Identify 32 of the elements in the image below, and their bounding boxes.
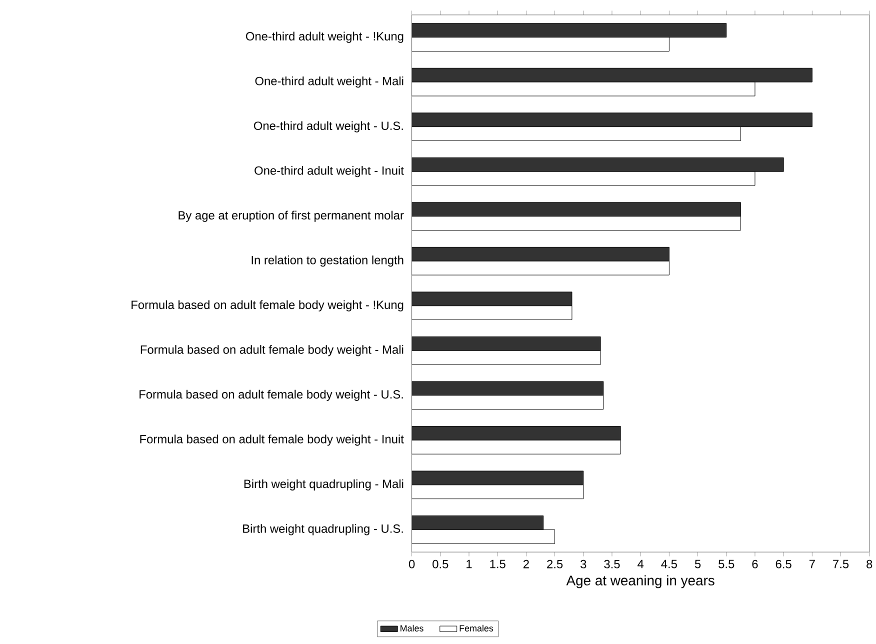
- x-axis-title: Age at weaning in years: [566, 575, 714, 588]
- x-tick-label: 4.5: [661, 560, 677, 568]
- y-tick-label: In relation to gestation length: [252, 256, 404, 267]
- x-tick-label: 0: [408, 560, 415, 569]
- x-tick-label: 7: [809, 560, 815, 568]
- x-tick-label: 7.5: [833, 560, 849, 568]
- y-tick-label: By age at eruption of first permanent molar: [178, 211, 404, 222]
- x-tick-label: 2: [523, 560, 529, 568]
- x-tick-label: 4: [638, 560, 644, 568]
- y-tick-label: Birth weight quadrupling - Mali: [244, 480, 404, 491]
- x-tick-label: 6: [752, 560, 758, 569]
- y-tick-label: Formula based on adult female body weight - Mali: [140, 345, 404, 356]
- legend-label: Males: [400, 625, 424, 632]
- y-tick-label: One-third adult weight - Mali: [255, 76, 404, 88]
- y-tick-label: One-third adult weight - !Kung: [246, 32, 404, 44]
- x-tick-label: 0.5: [432, 560, 448, 569]
- y-tick-label: One-third adult weight - Inuit: [254, 166, 404, 178]
- y-tick-label: One-third adult weight - U.S.: [254, 121, 403, 133]
- x-tick-label: 5.5: [718, 560, 734, 568]
- y-tick-label: Formula based on adult female body weight - Inuit: [140, 434, 404, 446]
- x-tick-label: 5: [694, 560, 701, 568]
- y-tick-label: Formula based on adult female body weight - U.S.: [140, 390, 403, 402]
- legend-label: Females: [460, 625, 494, 632]
- x-tick-label: 1: [466, 560, 472, 568]
- x-tick-label: 1.5: [490, 560, 506, 568]
- x-tick-label: 2.5: [547, 560, 563, 569]
- x-tick-label: 3: [580, 560, 586, 569]
- x-tick-label: 8: [866, 560, 872, 569]
- y-tick-label: Birth weight quadrupling - U.S.: [243, 524, 403, 536]
- x-tick-label: 3.5: [604, 560, 620, 569]
- x-tick-label: 6.5: [776, 560, 792, 569]
- y-tick-label: Formula based on adult female body weight - !Kung: [132, 300, 404, 312]
